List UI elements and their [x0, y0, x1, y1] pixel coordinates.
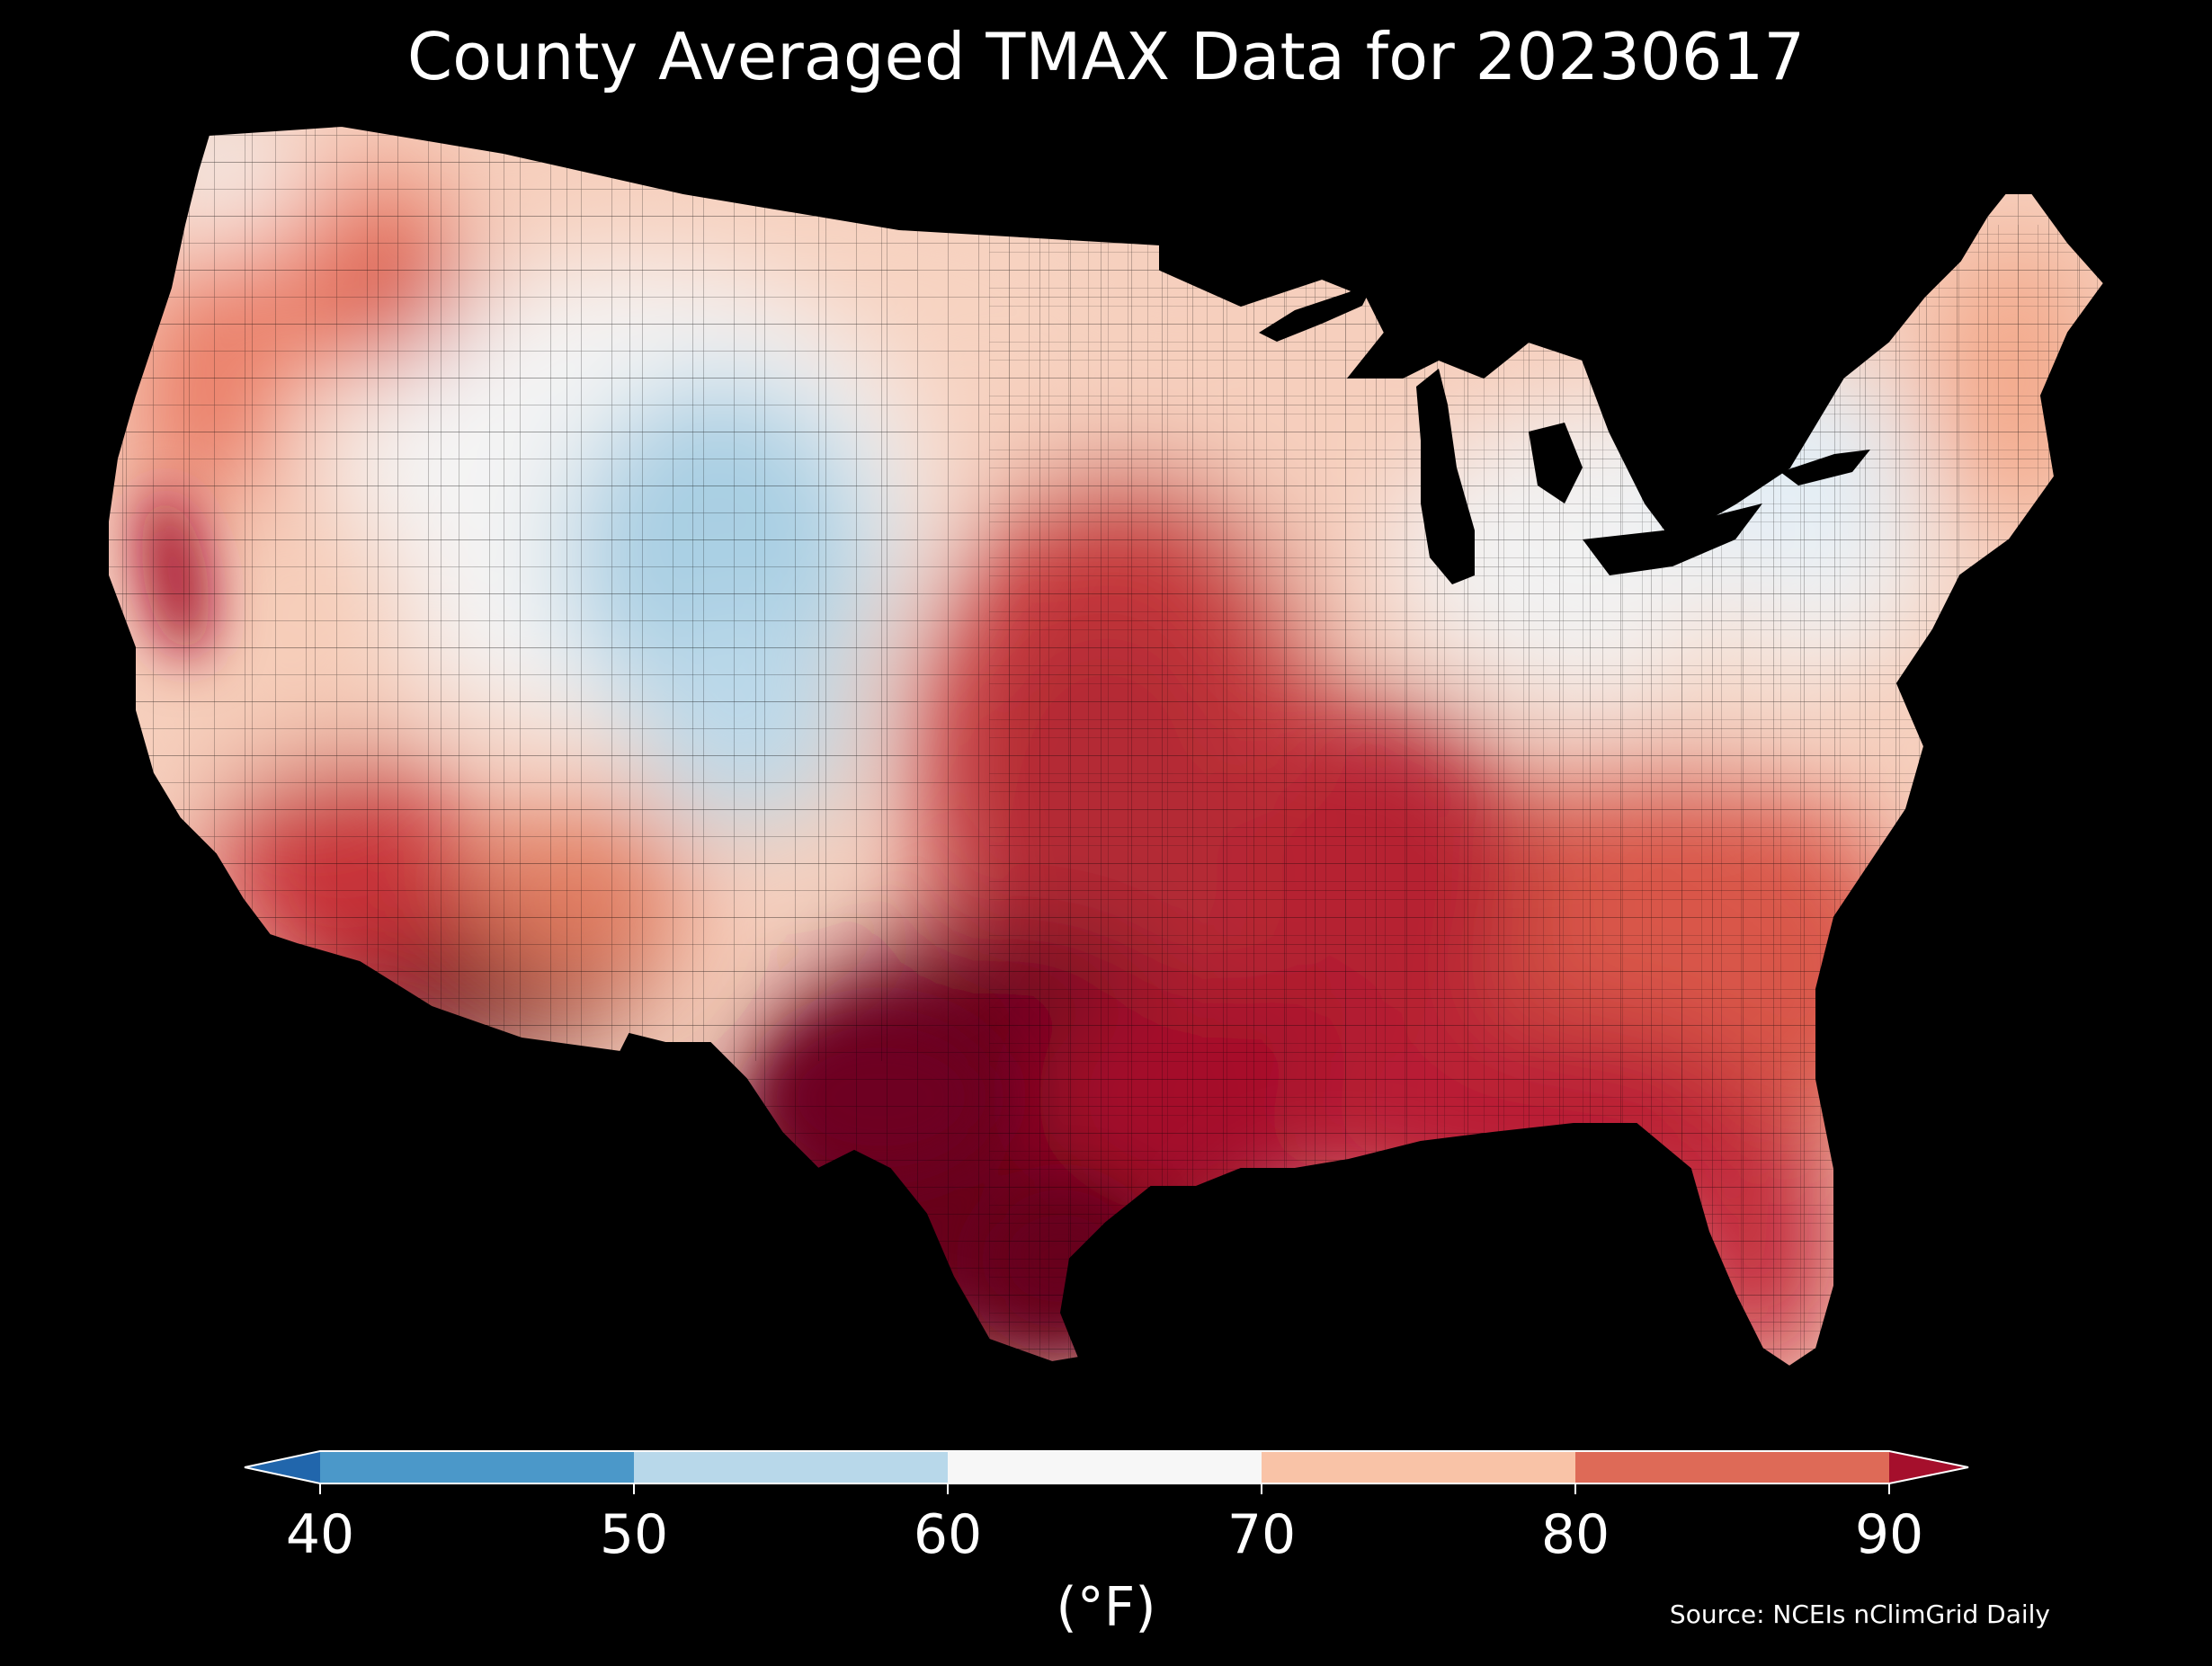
colorbar-tick-label-60: 60	[913, 1503, 983, 1566]
source-credit: Source: NCEIs nClimGrid Daily	[1669, 1599, 2050, 1629]
colorbar-unit-label: (°F)	[1056, 1576, 1156, 1639]
colorbar-tick-label-70: 70	[1226, 1503, 1297, 1566]
colorbar-under-arrow	[245, 1451, 320, 1483]
colorbar-tick-label-90: 90	[1854, 1503, 1924, 1566]
map-title: County Averaged TMAX Data for 20230617	[406, 19, 1806, 94]
us-outline	[107, 124, 2106, 1368]
colorbar-tick-label-80: 80	[1540, 1503, 1610, 1566]
colorbar-over-arrow	[1889, 1451, 1968, 1483]
colorbar-bin-40-50	[320, 1451, 634, 1483]
colorbar-bin-80-90	[1575, 1451, 1889, 1483]
colorbar	[244, 1450, 1969, 1494]
colorbar-bin-70-80	[1262, 1451, 1575, 1483]
colorbar-bin-50-60	[634, 1451, 948, 1483]
colorbar-bin-60-70	[948, 1451, 1262, 1483]
colorbar-tick-label-40: 40	[285, 1503, 355, 1566]
colorbar-tick-label-50: 50	[599, 1503, 669, 1566]
